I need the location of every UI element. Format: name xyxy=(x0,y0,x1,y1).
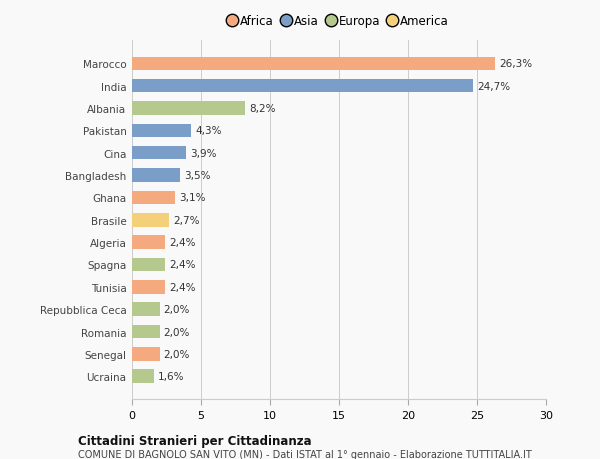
Text: 8,2%: 8,2% xyxy=(250,104,276,114)
Bar xyxy=(132,191,175,205)
Bar xyxy=(132,213,169,227)
Bar xyxy=(132,347,160,361)
Bar xyxy=(132,303,160,316)
Bar xyxy=(132,57,495,71)
Text: 2,0%: 2,0% xyxy=(164,327,190,337)
Bar xyxy=(132,169,181,182)
Bar xyxy=(132,80,473,93)
Bar xyxy=(132,258,165,272)
Bar xyxy=(132,236,165,249)
Bar xyxy=(132,325,160,338)
Bar xyxy=(132,280,165,294)
Bar xyxy=(132,124,191,138)
Text: 4,3%: 4,3% xyxy=(196,126,222,136)
Text: 1,6%: 1,6% xyxy=(158,371,185,381)
Text: 2,0%: 2,0% xyxy=(164,349,190,359)
Legend: Africa, Asia, Europa, America: Africa, Asia, Europa, America xyxy=(226,12,452,32)
Text: 3,5%: 3,5% xyxy=(184,171,211,181)
Text: 2,4%: 2,4% xyxy=(169,260,196,270)
Text: 3,9%: 3,9% xyxy=(190,148,217,158)
Bar xyxy=(132,369,154,383)
Text: COMUNE DI BAGNOLO SAN VITO (MN) - Dati ISTAT al 1° gennaio - Elaborazione TUTTIT: COMUNE DI BAGNOLO SAN VITO (MN) - Dati I… xyxy=(78,449,532,459)
Bar xyxy=(132,147,186,160)
Bar xyxy=(132,102,245,116)
Text: 24,7%: 24,7% xyxy=(477,82,510,91)
Text: 2,4%: 2,4% xyxy=(169,238,196,247)
Text: 2,7%: 2,7% xyxy=(173,215,200,225)
Text: 2,0%: 2,0% xyxy=(164,304,190,314)
Text: 3,1%: 3,1% xyxy=(179,193,205,203)
Text: Cittadini Stranieri per Cittadinanza: Cittadini Stranieri per Cittadinanza xyxy=(78,434,311,447)
Text: 26,3%: 26,3% xyxy=(499,59,532,69)
Text: 2,4%: 2,4% xyxy=(169,282,196,292)
